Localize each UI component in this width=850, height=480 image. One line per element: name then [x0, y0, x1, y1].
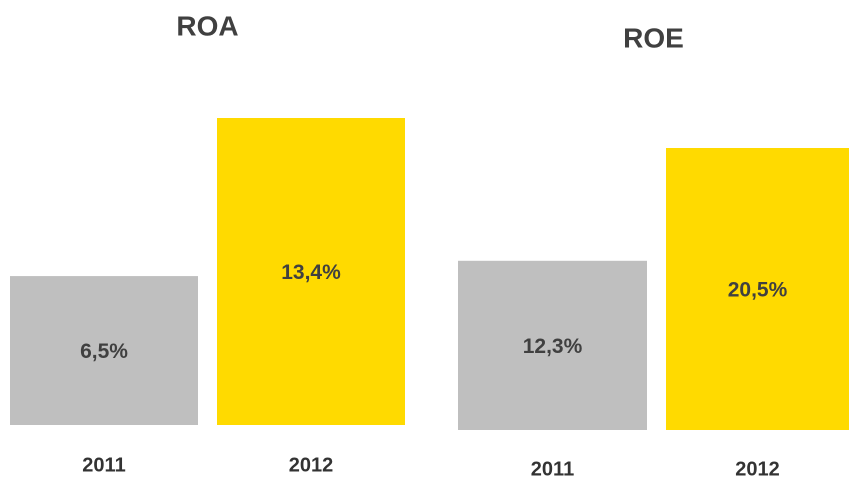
bar: [217, 118, 405, 425]
bar: [666, 148, 849, 430]
value-label: 12,3%: [523, 335, 583, 358]
bar: [10, 276, 198, 425]
bar: [458, 260, 647, 430]
value-label: 20,5%: [728, 279, 788, 302]
category-label: 2011: [82, 454, 125, 476]
category-label: 2012: [735, 458, 780, 480]
value-label: 6,5%: [80, 340, 128, 363]
category-label: 2011: [531, 458, 574, 480]
chart-title: ROE: [623, 22, 684, 53]
category-label: 2012: [289, 454, 334, 476]
chart-title: ROA: [176, 10, 238, 41]
value-label: 13,4%: [281, 261, 341, 284]
